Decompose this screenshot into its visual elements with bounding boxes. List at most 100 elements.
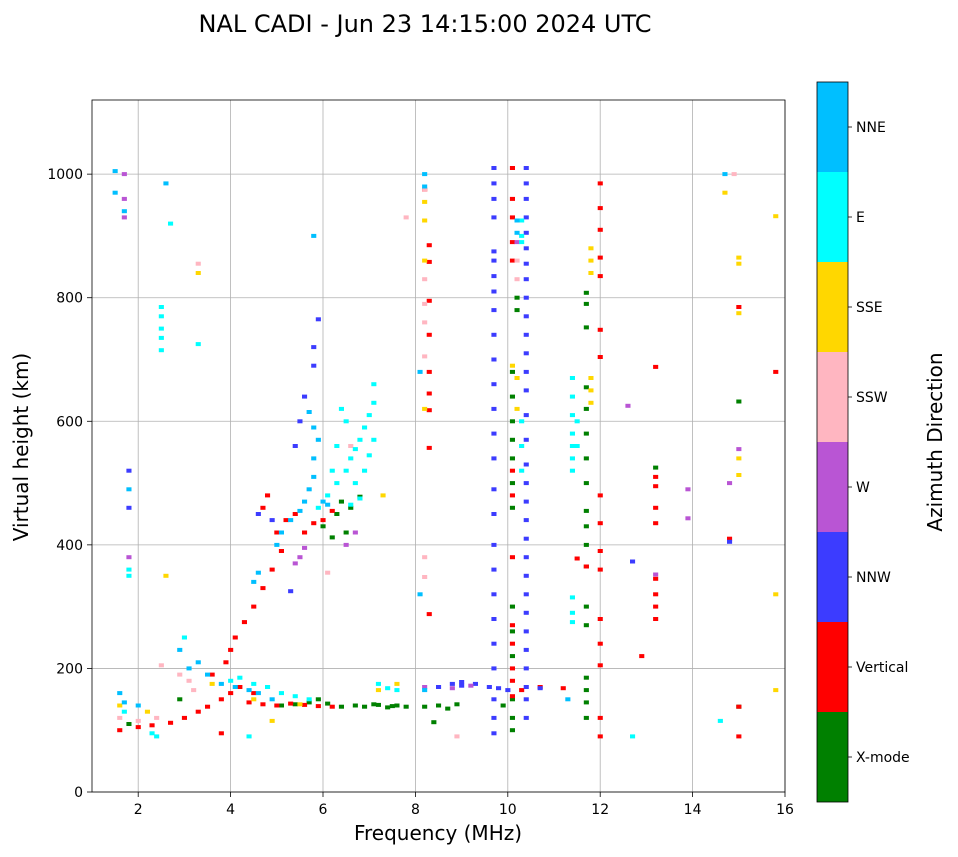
chart-title: NAL CADI - Jun 23 14:15:00 2024 UTC	[198, 10, 651, 38]
echo-point-nne	[121, 209, 127, 214]
echo-point-vertical	[251, 691, 257, 696]
echo-point-nnw	[491, 249, 497, 254]
echo-point-sse	[722, 190, 728, 195]
echo-point-nnw	[727, 539, 733, 544]
echo-point-e	[371, 382, 377, 387]
echo-point-x-mode	[509, 604, 515, 609]
echo-point-sse	[588, 400, 594, 405]
echo-point-vertical	[597, 549, 603, 553]
echo-point-e	[352, 481, 358, 486]
echo-point-vertical	[597, 521, 603, 526]
echo-point-nnw	[523, 592, 529, 597]
echo-point-vertical	[597, 227, 603, 232]
echo-point-e	[569, 620, 575, 625]
colorbar-swatch	[817, 622, 848, 712]
echo-point-vertical	[302, 530, 308, 535]
echo-point-x-mode	[375, 702, 381, 707]
echo-point-nnw	[523, 499, 529, 504]
echo-point-sse	[117, 703, 123, 708]
echo-point-nne	[311, 233, 317, 238]
echo-point-nne	[232, 685, 238, 689]
echo-point-nnw	[523, 388, 529, 393]
echo-point-vertical	[195, 709, 201, 714]
echo-point-sse	[195, 271, 201, 275]
echo-point-nnw	[523, 536, 529, 541]
echo-point-e	[569, 431, 575, 436]
echo-point-x-mode	[583, 406, 589, 411]
echo-point-e	[569, 413, 575, 418]
echo-point-vertical	[228, 691, 234, 696]
echo-point-vertical	[329, 704, 335, 709]
echo-point-nnw	[505, 688, 511, 693]
echo-point-vertical	[509, 166, 515, 170]
echo-point-w	[302, 545, 308, 550]
echo-point-nnw	[537, 686, 543, 691]
echo-point-nnw	[491, 697, 497, 702]
echo-point-sse	[736, 311, 742, 316]
echo-point-x-mode	[509, 697, 515, 702]
echo-point-ssw	[117, 715, 123, 720]
echo-point-vertical	[209, 672, 215, 677]
echo-point-nnw	[523, 215, 529, 220]
echo-point-e	[306, 697, 312, 702]
echo-point-e	[569, 610, 575, 615]
echo-point-x-mode	[338, 704, 344, 709]
echo-point-nnw	[496, 686, 502, 691]
echo-point-nne	[311, 474, 317, 479]
colorbar-swatch	[817, 712, 848, 802]
echo-point-nnw	[491, 181, 497, 186]
echo-point-vertical	[329, 508, 335, 513]
echo-point-nne	[722, 172, 728, 177]
echo-point-nnw	[126, 468, 132, 473]
echo-point-nne	[297, 508, 303, 513]
echo-point-e	[569, 468, 575, 473]
echo-point-nnw	[297, 419, 303, 424]
colorbar-swatch	[817, 352, 848, 442]
echo-point-nnw	[311, 345, 317, 350]
echo-point-w	[121, 215, 127, 220]
echo-point-nnw	[523, 437, 529, 442]
x-tick-label: 2	[134, 802, 143, 818]
echo-point-vertical	[736, 704, 742, 709]
echo-point-vertical	[653, 521, 659, 526]
echo-point-nne	[422, 184, 428, 189]
echo-point-e	[357, 437, 363, 442]
echo-point-e	[154, 734, 160, 739]
echo-point-e	[158, 335, 164, 340]
echo-point-ssw	[514, 277, 520, 282]
echo-point-nne	[315, 437, 321, 442]
echo-point-e	[195, 342, 201, 347]
echo-point-sse	[209, 681, 215, 686]
echo-point-x-mode	[509, 654, 515, 659]
echo-point-w	[292, 561, 298, 566]
echo-point-nnw	[523, 332, 529, 337]
echo-point-nnw	[491, 542, 497, 547]
colorbar-label: Azimuth Direction	[923, 352, 947, 531]
echo-point-sse	[422, 258, 428, 263]
echo-point-e	[181, 635, 187, 640]
echo-point-sse	[588, 388, 594, 393]
echo-point-x-mode	[583, 623, 589, 628]
echo-point-vertical	[302, 702, 308, 707]
echo-point-nnw	[523, 295, 529, 300]
echo-point-e	[334, 481, 340, 486]
echo-point-vertical	[168, 720, 174, 725]
echo-point-nnw	[436, 685, 442, 689]
echo-point-nnw	[491, 274, 497, 279]
echo-point-vertical	[653, 576, 659, 581]
echo-point-vertical	[519, 688, 525, 693]
echo-point-vertical	[653, 592, 659, 597]
echo-point-nnw	[523, 166, 529, 170]
echo-point-nnw	[491, 666, 497, 671]
echo-point-nnw	[491, 456, 497, 461]
echo-point-ssw	[731, 172, 737, 177]
echo-point-x-mode	[431, 720, 437, 725]
y-tick-label: 1000	[47, 167, 83, 183]
colorbar-frame	[816, 81, 849, 803]
echo-point-e	[519, 419, 525, 424]
echo-point-vertical	[117, 728, 123, 733]
echo-point-vertical	[426, 369, 432, 374]
echo-point-e	[343, 468, 349, 473]
echo-point-nne	[565, 697, 571, 702]
echo-point-e	[569, 456, 575, 461]
